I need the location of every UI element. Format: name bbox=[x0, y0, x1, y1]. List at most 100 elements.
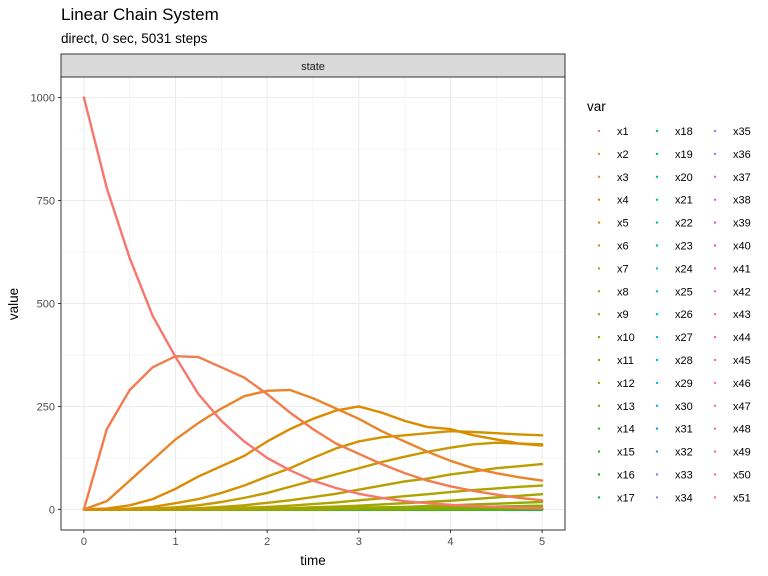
legend-label-x35: x35 bbox=[733, 126, 751, 138]
series-line-x5 bbox=[82, 429, 544, 511]
legend-key-x7 bbox=[597, 267, 601, 270]
legend-label-x12: x12 bbox=[617, 378, 635, 390]
legend-key-x28 bbox=[655, 358, 659, 362]
legend-key-x33 bbox=[655, 473, 659, 476]
y-tick-label: 1000 bbox=[31, 93, 55, 105]
x-tick-label: 3 bbox=[356, 536, 362, 548]
legend-label-x43: x43 bbox=[733, 309, 751, 321]
legend-label-x16: x16 bbox=[617, 470, 635, 482]
y-tick-label: 750 bbox=[37, 196, 55, 208]
legend-key-x48 bbox=[713, 427, 717, 430]
legend-key-x26 bbox=[655, 313, 659, 316]
legend-label-x10: x10 bbox=[617, 332, 635, 344]
legend-key-x20 bbox=[655, 175, 659, 178]
y-tick-label: 0 bbox=[49, 504, 55, 516]
legend-key-x4 bbox=[597, 198, 601, 201]
legend-key-x13 bbox=[597, 404, 601, 407]
legend-label-x50: x50 bbox=[733, 470, 751, 482]
legend-label-x14: x14 bbox=[617, 424, 635, 436]
legend-key-x21 bbox=[655, 198, 659, 201]
legend-label-x42: x42 bbox=[733, 286, 751, 298]
legend-label-x2: x2 bbox=[617, 149, 629, 161]
legend-key-x34 bbox=[655, 496, 659, 499]
chart-title: Linear Chain System bbox=[61, 5, 219, 24]
legend: x1 x2 x3 x4 x5 x6 x7 x8 x9 x10 x11 x12 x13 x14 x15 x16 x… bbox=[597, 126, 751, 504]
legend-label-x38: x38 bbox=[733, 195, 751, 207]
legend-key-x1 bbox=[597, 129, 601, 133]
series-line-x4 bbox=[82, 405, 544, 511]
x-tick-label: 1 bbox=[172, 536, 178, 548]
legend-label-x17: x17 bbox=[617, 492, 635, 504]
legend-label-x4: x4 bbox=[617, 195, 629, 207]
legend-key-x44 bbox=[713, 335, 717, 339]
legend-key-x49 bbox=[713, 450, 717, 453]
x-tick-label: 5 bbox=[539, 536, 545, 548]
legend-key-x39 bbox=[713, 221, 717, 224]
legend-label-x48: x48 bbox=[733, 424, 751, 436]
legend-label-x21: x21 bbox=[675, 195, 693, 207]
legend-key-x45 bbox=[713, 358, 717, 362]
chart-subtitle: direct, 0 sec, 5031 steps bbox=[61, 31, 208, 46]
legend-title: var bbox=[587, 99, 606, 114]
legend-key-x42 bbox=[713, 290, 717, 293]
x-axis-title: time bbox=[300, 553, 326, 568]
legend-label-x20: x20 bbox=[675, 172, 693, 184]
legend-label-x29: x29 bbox=[675, 378, 693, 390]
legend-key-x41 bbox=[713, 267, 717, 270]
y-axis-title: value bbox=[6, 288, 21, 320]
legend-label-x18: x18 bbox=[675, 126, 693, 138]
legend-label-x19: x19 bbox=[675, 149, 693, 161]
legend-label-x28: x28 bbox=[675, 355, 693, 367]
legend-label-x15: x15 bbox=[617, 447, 635, 459]
legend-key-x10 bbox=[597, 335, 601, 339]
legend-key-x5 bbox=[597, 221, 601, 224]
legend-key-x29 bbox=[655, 381, 659, 385]
legend-key-x50 bbox=[713, 473, 717, 476]
legend-key-x36 bbox=[713, 152, 717, 156]
legend-key-x35 bbox=[713, 129, 717, 133]
legend-label-x26: x26 bbox=[675, 309, 693, 321]
y-axis: 0 250 500 750 1000 bbox=[31, 93, 61, 516]
legend-label-x22: x22 bbox=[675, 218, 693, 230]
legend-label-x23: x23 bbox=[675, 241, 693, 253]
legend-label-x30: x30 bbox=[675, 401, 693, 413]
legend-key-x16 bbox=[597, 473, 601, 476]
legend-key-x24 bbox=[655, 267, 659, 270]
legend-label-x34: x34 bbox=[675, 492, 693, 504]
legend-label-x9: x9 bbox=[617, 309, 629, 321]
legend-key-x40 bbox=[713, 244, 717, 247]
series-lines bbox=[82, 96, 544, 511]
legend-key-x6 bbox=[597, 244, 601, 247]
legend-label-x6: x6 bbox=[617, 241, 629, 253]
legend-label-x36: x36 bbox=[733, 149, 751, 161]
x-tick-label: 2 bbox=[264, 536, 270, 548]
legend-label-x7: x7 bbox=[617, 263, 629, 275]
legend-label-x45: x45 bbox=[733, 355, 751, 367]
legend-key-x11 bbox=[597, 358, 601, 362]
x-tick-label: 0 bbox=[81, 536, 87, 548]
legend-key-x32 bbox=[655, 450, 659, 453]
legend-key-x27 bbox=[655, 335, 659, 339]
legend-key-x8 bbox=[597, 290, 601, 293]
y-tick-label: 500 bbox=[37, 299, 55, 311]
legend-key-x38 bbox=[713, 198, 717, 201]
facet-strip-label: state bbox=[301, 61, 325, 73]
legend-label-x31: x31 bbox=[675, 424, 693, 436]
legend-key-x30 bbox=[655, 404, 659, 407]
legend-label-x47: x47 bbox=[733, 401, 751, 413]
legend-key-x25 bbox=[655, 290, 659, 293]
legend-label-x44: x44 bbox=[733, 332, 751, 344]
legend-label-x13: x13 bbox=[617, 401, 635, 413]
x-tick-label: 4 bbox=[447, 536, 453, 548]
legend-label-x37: x37 bbox=[733, 172, 751, 184]
legend-key-x17 bbox=[597, 496, 601, 499]
legend-label-x1: x1 bbox=[617, 126, 629, 138]
x-axis: 0 1 2 3 4 5 bbox=[81, 530, 545, 548]
legend-key-x2 bbox=[597, 152, 601, 156]
legend-label-x51: x51 bbox=[733, 492, 751, 504]
legend-label-x39: x39 bbox=[733, 218, 751, 230]
legend-key-x46 bbox=[713, 381, 717, 385]
legend-label-x40: x40 bbox=[733, 241, 751, 253]
legend-label-x8: x8 bbox=[617, 286, 629, 298]
legend-key-x51 bbox=[713, 496, 717, 499]
